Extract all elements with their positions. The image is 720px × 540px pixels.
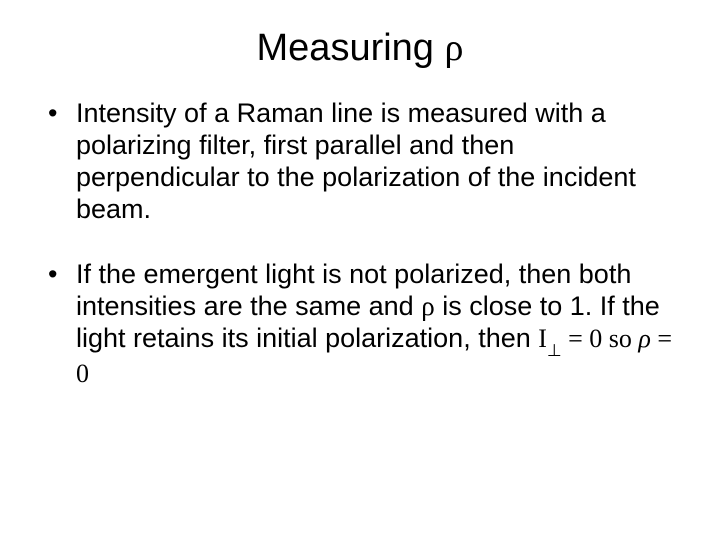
formula-perp-subscript: ⊥ (547, 341, 562, 360)
formula-eq0-so: = 0 so (562, 324, 639, 353)
bullet-1: Intensity of a Raman line is measured wi… (48, 98, 680, 225)
formula-I: I (538, 324, 547, 353)
bullet-2-rho: ρ (421, 291, 434, 321)
bullet-2: If the emergent light is not polarized, … (48, 259, 680, 390)
slide-title: Measuring ρ (40, 26, 680, 70)
bullet-1-text: Intensity of a Raman line is measured wi… (76, 98, 636, 224)
title-rho-symbol: ρ (445, 27, 464, 69)
formula-rho-italic: ρ (638, 324, 650, 353)
title-text: Measuring (257, 27, 445, 69)
slide: Measuring ρ Intensity of a Raman line is… (0, 0, 720, 540)
bullet-list: Intensity of a Raman line is measured wi… (48, 98, 680, 390)
